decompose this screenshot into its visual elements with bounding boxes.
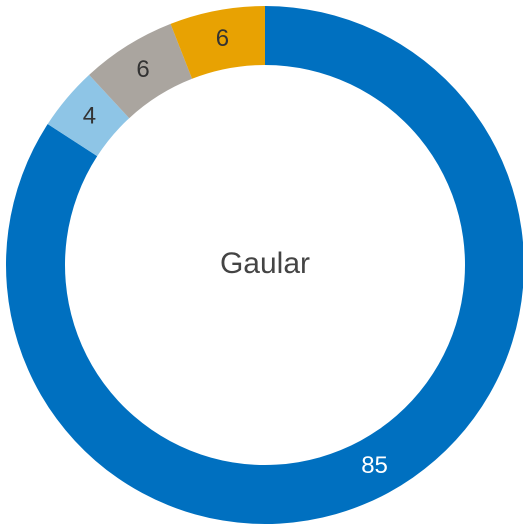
donut-slice (170, 6, 265, 79)
slice-label: 4 (83, 103, 96, 130)
donut-slice (89, 23, 193, 119)
center-label: Gaular (220, 247, 310, 280)
donut-slice (47, 74, 130, 157)
slices: 85 4 6 6 (6, 6, 523, 524)
slice-label: 6 (136, 56, 149, 83)
slice-label: 85 (361, 452, 388, 479)
slice-label: 6 (216, 25, 229, 52)
